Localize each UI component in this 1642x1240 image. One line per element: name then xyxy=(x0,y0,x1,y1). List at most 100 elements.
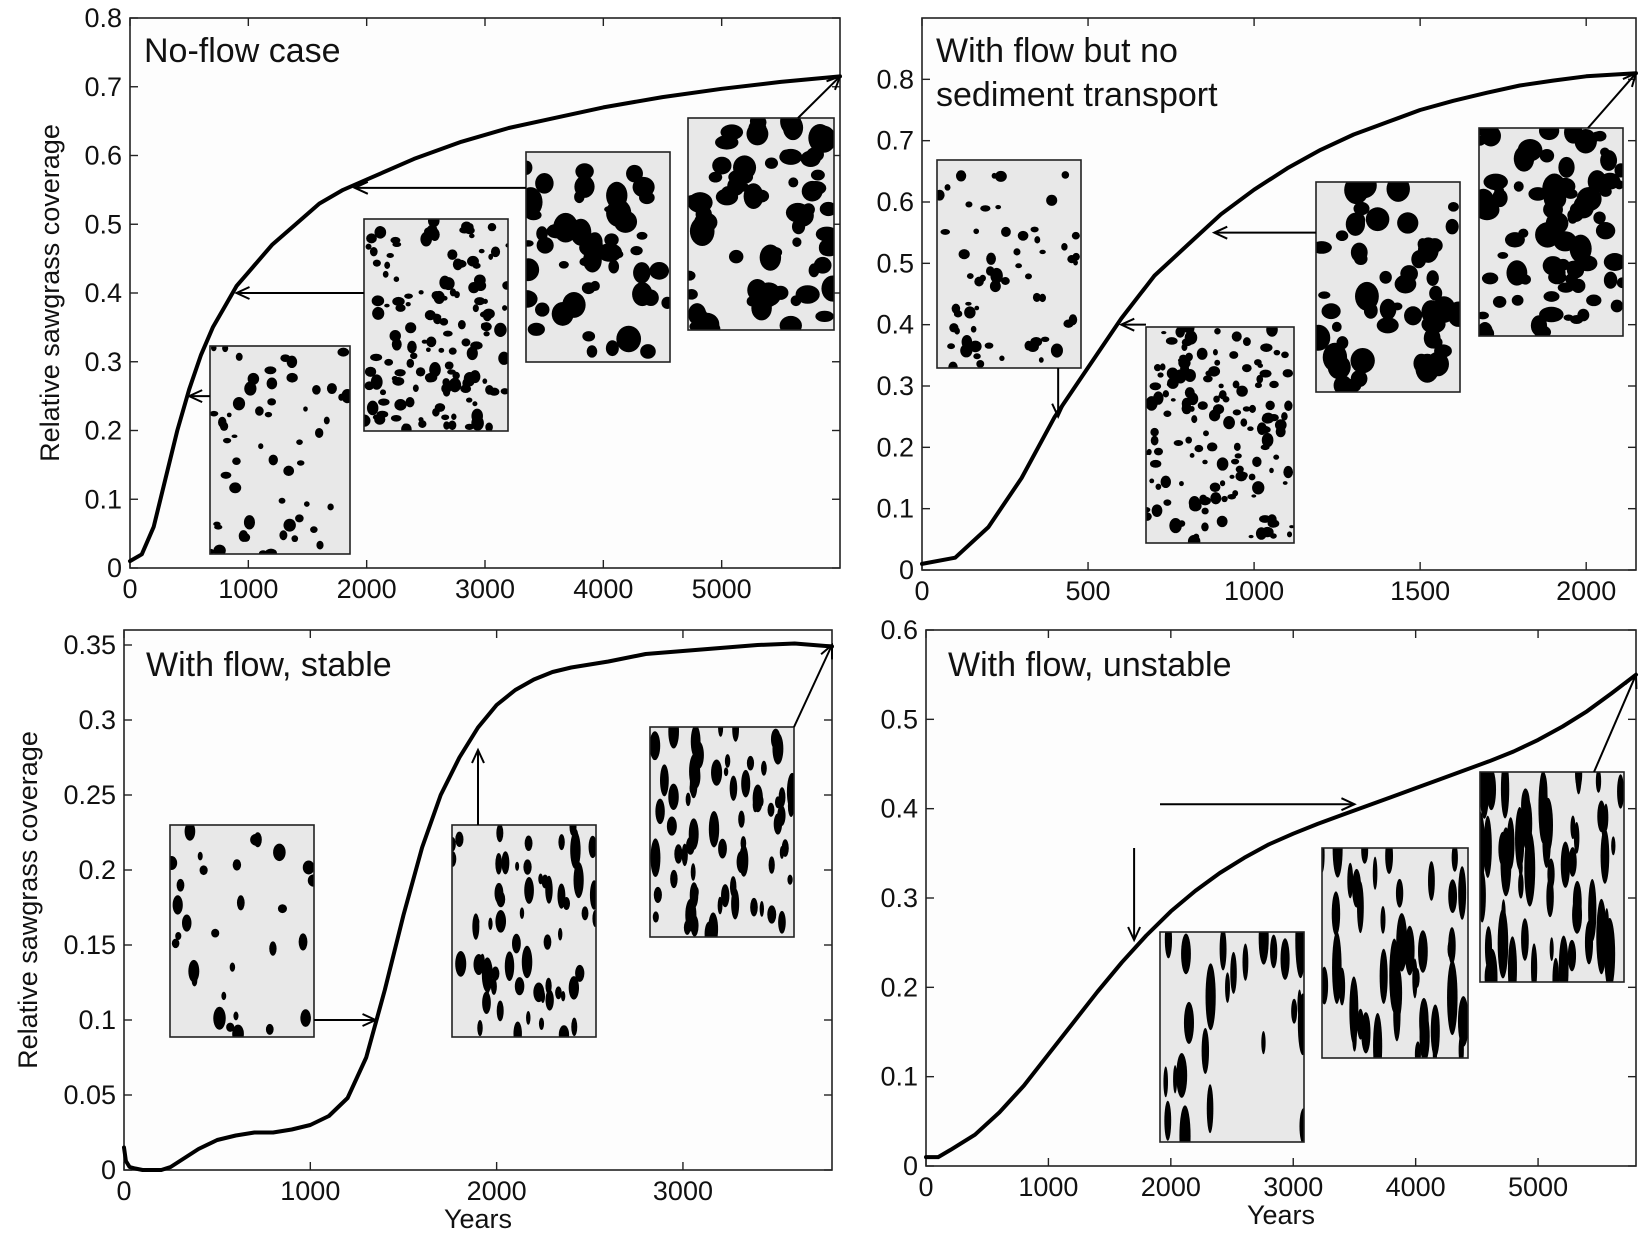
inset-frame xyxy=(1145,326,1295,544)
x-tick-label: 1000 xyxy=(1018,1172,1078,1202)
inset-blobs xyxy=(1146,327,1294,543)
y-axis-label: Relative sawgrass coverage xyxy=(35,124,65,462)
y-tick-label: 0.6 xyxy=(880,615,918,645)
y-tick-label: 0 xyxy=(107,553,122,583)
panel-flow-unstable: 0 0.1 0.2 0.3 0.4 0.5 0.6 0 1000 2000 3000 4000 5000… xyxy=(880,615,1638,1230)
y-tick-label: 0.3 xyxy=(880,883,918,913)
y-tick-label: 0.2 xyxy=(876,432,914,462)
inset-frame xyxy=(209,345,351,555)
inset-background xyxy=(170,825,314,1037)
x-tick-label: 4000 xyxy=(1386,1172,1446,1202)
y-tick-label: 0.3 xyxy=(876,371,914,401)
panel-title: With flow, stable xyxy=(146,646,392,684)
y-tick-label: 0.2 xyxy=(84,416,122,446)
inset-blobs xyxy=(210,346,350,554)
x-tick-label: 3000 xyxy=(1263,1172,1323,1202)
x-axis-label: Years xyxy=(1247,1200,1315,1230)
panel-title: sediment transport xyxy=(936,76,1218,114)
inset-background xyxy=(937,160,1081,368)
x-tick-label: 1000 xyxy=(218,574,278,604)
inset-arrow xyxy=(1587,72,1637,129)
y-tick-label: 0.2 xyxy=(880,972,918,1002)
inset-frame xyxy=(1479,771,1625,983)
coverage-curve xyxy=(920,71,1638,566)
x-tick-label: 1000 xyxy=(1224,576,1284,606)
x-tick-label: 5000 xyxy=(692,574,752,604)
pattern-inset xyxy=(1315,181,1461,393)
x-tick-label: 2000 xyxy=(1556,576,1616,606)
x-tick-label: 2000 xyxy=(467,1176,527,1206)
pattern-inset xyxy=(525,151,671,363)
y-tick-label: 0.1 xyxy=(880,1062,918,1092)
inset-frame xyxy=(363,218,509,432)
inset-blobs xyxy=(1163,932,1304,1142)
inset-frame xyxy=(1478,127,1624,337)
pattern-inset xyxy=(649,726,795,938)
inset-blobs xyxy=(650,727,794,937)
inset-arrow xyxy=(793,644,833,728)
panel-title: With flow but no xyxy=(936,32,1178,70)
pattern-inset xyxy=(169,824,315,1038)
x-tick-label: 3000 xyxy=(455,574,515,604)
coverage-curve xyxy=(128,74,842,564)
y-tick-label: 0.4 xyxy=(84,278,122,308)
inset-blobs xyxy=(452,825,596,1037)
pattern-inset xyxy=(1145,326,1295,544)
panel-flow-no-sediment: 0 0.1 0.2 0.3 0.4 0.5 0.6 0.7 0.8 0 500 1000 1500 200… xyxy=(876,17,1638,606)
y-tick-label: 0.25 xyxy=(63,780,116,810)
inset-blobs xyxy=(1480,772,1624,982)
inset-frame xyxy=(687,117,835,331)
y-tick-label: 0.3 xyxy=(78,705,116,735)
inset-blobs xyxy=(937,170,1080,368)
pattern-inset xyxy=(936,159,1082,369)
arrow-head xyxy=(471,747,485,764)
inset-frame xyxy=(649,726,795,938)
y-tick-label: 0.3 xyxy=(84,347,122,377)
arrow-head xyxy=(1341,797,1357,812)
pattern-inset xyxy=(1159,931,1305,1143)
x-tick-label: 1500 xyxy=(1390,576,1450,606)
y-tick-label: 0.7 xyxy=(876,126,914,156)
y-axis-label: Relative sawgrass coverage xyxy=(13,731,43,1069)
arrow-head xyxy=(1118,317,1135,332)
x-tick-label: 0 xyxy=(116,1176,131,1206)
inset-frame xyxy=(1159,931,1305,1143)
y-tick-label: 0.7 xyxy=(84,72,122,102)
x-tick-label: 3000 xyxy=(653,1176,713,1206)
pattern-inset xyxy=(1478,127,1624,337)
inset-frame xyxy=(451,824,597,1038)
arrow-head xyxy=(352,180,369,195)
inset-frame xyxy=(936,159,1082,369)
x-tick-label: 2000 xyxy=(337,574,397,604)
arrow-head xyxy=(1127,926,1142,943)
y-tick-label: 0.1 xyxy=(876,494,914,524)
coverage-curve xyxy=(924,672,1638,1160)
x-tick-label: 4000 xyxy=(573,574,633,604)
y-tick-label: 0.35 xyxy=(63,630,116,660)
inset-frame xyxy=(525,151,671,363)
y-tick-label: 0 xyxy=(903,1151,918,1181)
y-tick-label: 0.2 xyxy=(78,855,116,885)
y-tick-label: 0.1 xyxy=(78,1005,116,1035)
y-tick-label: 0.5 xyxy=(84,209,122,239)
inset-background xyxy=(1146,327,1294,543)
panel-flow-stable: 0 0.05 0.1 0.15 0.2 0.25 0.3 0.35 0 1000 2000 3000 R… xyxy=(13,629,834,1234)
y-tick-label: 0.6 xyxy=(876,187,914,217)
y-tick-label: 0.4 xyxy=(880,794,918,824)
pattern-inset xyxy=(209,345,351,555)
arrow-head xyxy=(234,286,250,300)
x-tick-label: 2000 xyxy=(1141,1172,1201,1202)
pattern-inset xyxy=(1479,771,1625,983)
y-tick-label: 0.5 xyxy=(880,704,918,734)
panel-no-flow: 0 0.1 0.2 0.3 0.4 0.5 0.6 0.7 0.8 0 1000 2000 3000 40… xyxy=(35,3,842,604)
x-tick-label: 500 xyxy=(1066,576,1111,606)
y-tick-label: 0 xyxy=(101,1155,116,1185)
inset-frame xyxy=(169,824,315,1038)
pattern-inset xyxy=(1321,847,1469,1059)
y-tick-label: 0.8 xyxy=(876,64,914,94)
inset-blobs xyxy=(1479,128,1623,336)
y-tick-label: 0.6 xyxy=(84,141,122,171)
inset-frame xyxy=(1321,847,1469,1059)
panel-title: With flow, unstable xyxy=(948,646,1231,684)
